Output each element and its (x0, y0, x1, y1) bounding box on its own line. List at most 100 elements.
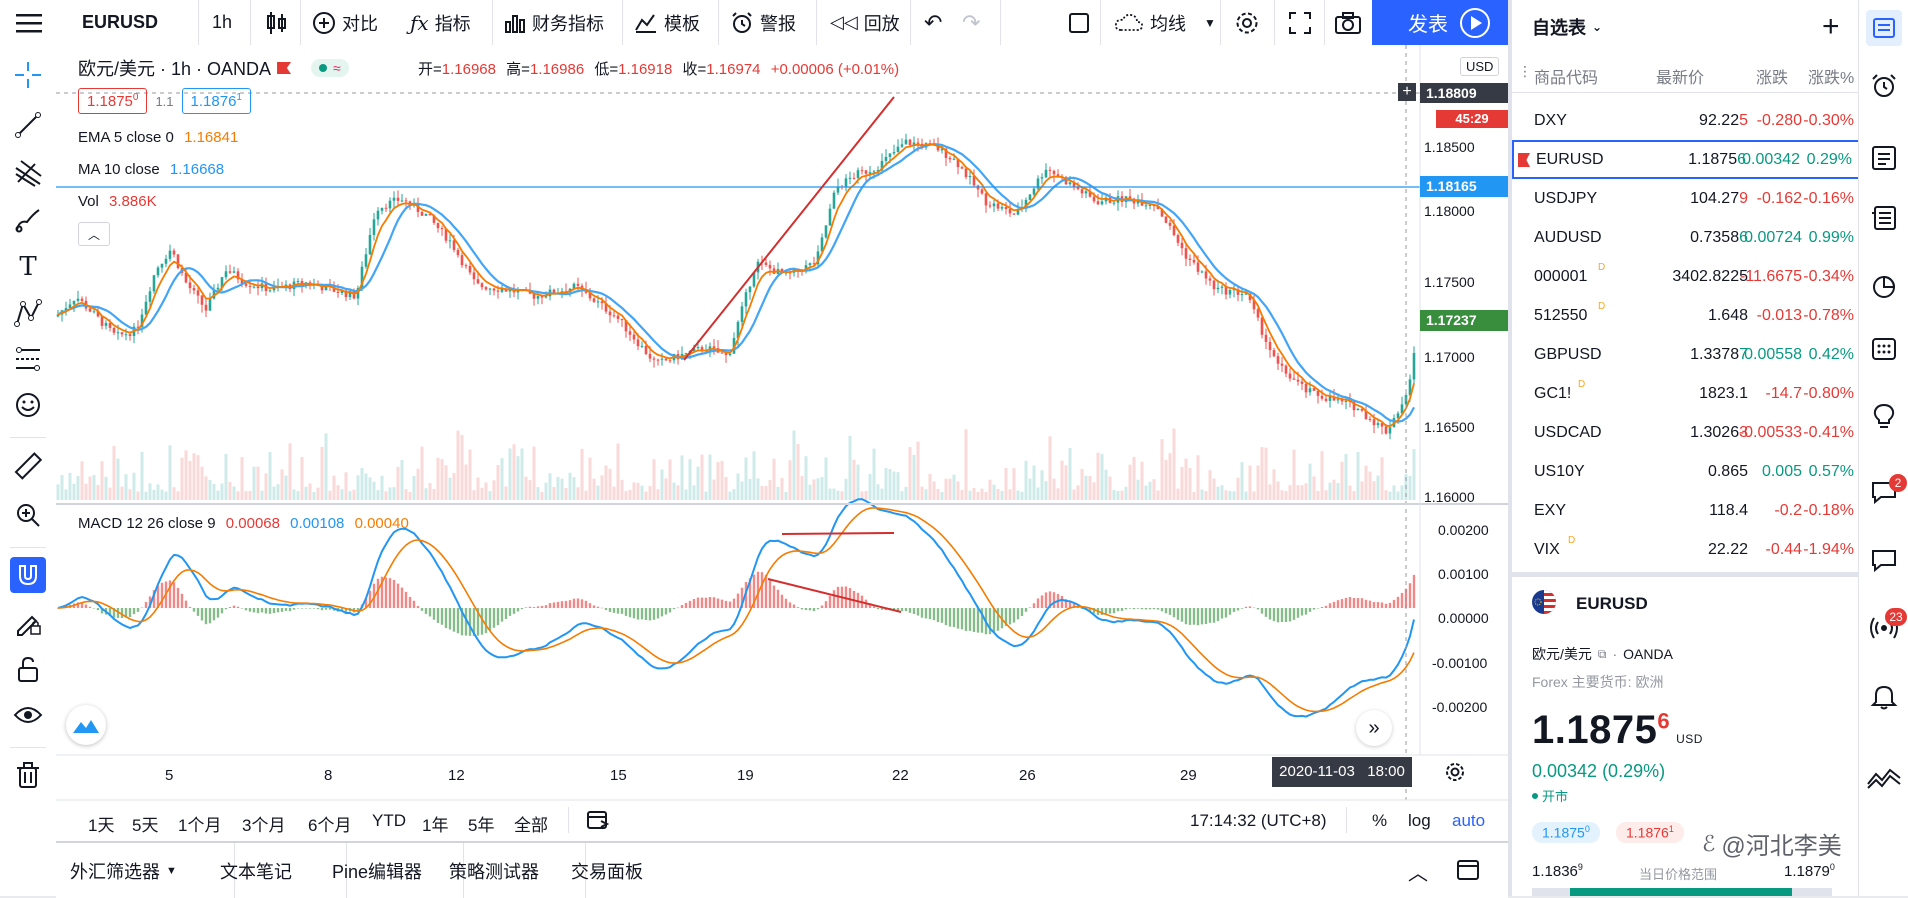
range-1y[interactable]: 1年 (422, 816, 449, 835)
external-link-icon[interactable]: ⧉ (1597, 646, 1607, 661)
news-icon[interactable] (1870, 204, 1898, 237)
watchlist-row-us10y[interactable]: US10Y 0.865 0.005 0.57% (1512, 452, 1862, 491)
trend-line-icon[interactable] (10, 107, 46, 143)
macd-legend[interactable]: MACD 12 26 close 9 0.00068 0.00108 0.000… (78, 515, 409, 532)
publish-button[interactable]: 发表 (1372, 0, 1484, 45)
add-symbol-plus-icon[interactable]: + (1822, 10, 1840, 43)
alarm-icon[interactable] (1870, 72, 1898, 105)
play-button[interactable] (1458, 6, 1492, 40)
layout-button[interactable] (1060, 0, 1098, 45)
details-ask-chip[interactable]: 1.18761 (1616, 822, 1684, 843)
watchlist-row-exy[interactable]: EXY 118.4 -0.2 -0.18% (1512, 491, 1862, 530)
scroll-to-realtime-button[interactable]: » (1356, 710, 1392, 746)
currency-badge[interactable]: USD (1460, 57, 1500, 76)
indicators-button[interactable]: ƒx 指标 (402, 0, 479, 45)
pitchfork-icon[interactable] (10, 155, 46, 191)
financials-button[interactable]: 财务指标 (496, 0, 612, 45)
calendar-icon[interactable] (1870, 334, 1898, 367)
price-axis[interactable]: USD 1.18500 1.18000 1.17500 1.17000 1.16… (1420, 45, 1508, 505)
watchlist-row-512550[interactable]: 512550 D 1.648 -0.013 -0.78% (1512, 296, 1862, 335)
prediction-icon[interactable] (10, 341, 46, 377)
interval-button[interactable]: 1h (212, 12, 233, 32)
range-all[interactable]: 全部 (514, 816, 548, 835)
eye-icon[interactable] (10, 697, 46, 733)
watchlist-row-gc1[interactable]: GC1! D 1823.1 -14.7 -0.80% (1512, 374, 1862, 413)
private-chat-icon[interactable] (1870, 546, 1898, 579)
templates-button[interactable]: 模板 (626, 0, 708, 45)
row-flag-icon[interactable] (1518, 153, 1530, 167)
flag-icon[interactable] (277, 62, 292, 74)
trash-icon[interactable] (10, 757, 46, 793)
watchlist-row-000001[interactable]: 000001 D 3402.8225 -11.6675 -0.34% (1512, 257, 1862, 296)
tab-trading-panel[interactable]: 交易面板 (571, 861, 643, 882)
add-alert-plus-icon[interactable]: + (1398, 83, 1416, 101)
crosshair-icon[interactable] (10, 57, 46, 93)
watchlist-row-usdjpy[interactable]: USDJPY 104.279 -0.162 -0.16% (1512, 179, 1862, 218)
trading-panel-icon[interactable] (1866, 762, 1902, 795)
range-5y[interactable]: 5年 (468, 816, 495, 835)
chart-type-button[interactable] (256, 0, 296, 45)
time-axis[interactable]: 5 8 12 15 19 22 26 29 2020-11-03 18:00 (56, 757, 1420, 799)
brush-icon[interactable] (10, 203, 46, 239)
axis-settings-icon[interactable] (1444, 761, 1466, 788)
pattern-icon[interactable] (10, 295, 46, 331)
menu-icon[interactable] (8, 0, 60, 45)
range-3m[interactable]: 3个月 (242, 816, 286, 835)
watchlist-row-usdcad[interactable]: USDCAD 1.30263 -0.00533 -0.41% (1512, 413, 1862, 452)
ema-legend[interactable]: EMA 5 close 0 1.16841 (78, 129, 238, 146)
watchlist-row-eurusd[interactable]: EURUSD 1.18756 0.00342 0.29% (1512, 140, 1862, 179)
emoji-icon[interactable] (10, 387, 46, 423)
magnet-icon[interactable] (10, 557, 46, 593)
lock-drawing-icon[interactable] (10, 605, 46, 641)
tab-text-notes[interactable]: 文本笔记 (206, 843, 347, 898)
range-ytd[interactable]: YTD (372, 811, 406, 830)
col-symbol[interactable]: 商品代码 (1534, 70, 1599, 87)
buy-button[interactable]: 1.18761 (181, 88, 251, 114)
settings-icon[interactable] (1226, 0, 1268, 45)
watchlist-row-vix[interactable]: VIX D 22.22 -0.44 -1.94% (1512, 530, 1862, 569)
watchlist-row-gbpusd[interactable]: GBPUSD 1.33787 0.00558 0.42% (1512, 335, 1862, 374)
tab-strategy-tester[interactable]: 策略测试器 (435, 843, 586, 898)
collapse-legend-button[interactable]: ︿ (78, 222, 110, 246)
col-change-pct[interactable]: 涨跌% (1808, 70, 1855, 87)
auto-scale-toggle[interactable]: auto (1452, 811, 1486, 830)
percent-scale-toggle[interactable]: % (1372, 811, 1388, 830)
zoom-in-icon[interactable] (10, 497, 46, 533)
symbol-search-button[interactable]: EURUSD (82, 12, 159, 32)
range-1m[interactable]: 1个月 (178, 816, 222, 835)
text-tool-icon[interactable]: T (19, 252, 37, 282)
fullscreen-icon[interactable] (1280, 0, 1320, 45)
range-6m[interactable]: 6个月 (308, 816, 352, 835)
sell-button[interactable]: 1.18750 (78, 88, 148, 114)
range-1d[interactable]: 1天 (88, 816, 115, 835)
details-bid-chip[interactable]: 1.18750 (1532, 822, 1600, 843)
chevron-up-icon[interactable]: ︿ (1408, 863, 1428, 885)
goto-date-icon[interactable] (586, 809, 610, 836)
alert-button[interactable]: 警报 (722, 0, 804, 45)
tradingview-logo[interactable] (66, 705, 106, 745)
hotlist-icon[interactable] (1870, 272, 1898, 305)
redo-icon[interactable]: ↷ (962, 9, 981, 35)
macd-axis[interactable]: 0.00200 0.00100 0.00000 -0.00100 -0.0020… (1420, 504, 1508, 755)
volume-legend[interactable]: Vol 3.886K (78, 193, 157, 210)
watchlist-row-dxy[interactable]: DXY 92.225 -0.280 -0.30% (1512, 101, 1862, 140)
tab-forex-screener[interactable]: 外汇筛选器 ▼ (56, 843, 235, 898)
notifications-bell-icon[interactable] (1870, 682, 1898, 715)
clock-timezone[interactable]: 17:14:32 (UTC+8) (1190, 811, 1327, 830)
tab-pine-editor[interactable]: Pine编辑器 (318, 843, 464, 898)
camera-icon[interactable] (1326, 0, 1370, 45)
unlock-icon[interactable] (10, 651, 46, 687)
watchlist-row-audusd[interactable]: AUDUSD 0.73586 0.00724 0.99% (1512, 218, 1862, 257)
range-5d[interactable]: 5天 (132, 816, 159, 835)
ideas-lightbulb-icon[interactable] (1870, 402, 1898, 435)
col-last[interactable]: 最新价 (1656, 70, 1705, 87)
chart-area[interactable]: 欧元/美元 · 1h · OANDA ≈ 开=1.16968 高=1.16986… (56, 45, 1508, 841)
maximize-panel-icon[interactable] (1456, 859, 1480, 886)
log-scale-toggle[interactable]: log (1408, 811, 1431, 830)
replay-button[interactable]: ◁◁ 回放 (822, 0, 908, 45)
data-window-icon[interactable] (1870, 144, 1898, 177)
watchlist-icon[interactable] (1866, 10, 1902, 46)
compare-button[interactable]: 对比 (304, 0, 386, 45)
col-change[interactable]: 涨跌 (1756, 70, 1789, 87)
watchlist-title-button[interactable]: 自选表 ⌄ (1532, 14, 1602, 40)
